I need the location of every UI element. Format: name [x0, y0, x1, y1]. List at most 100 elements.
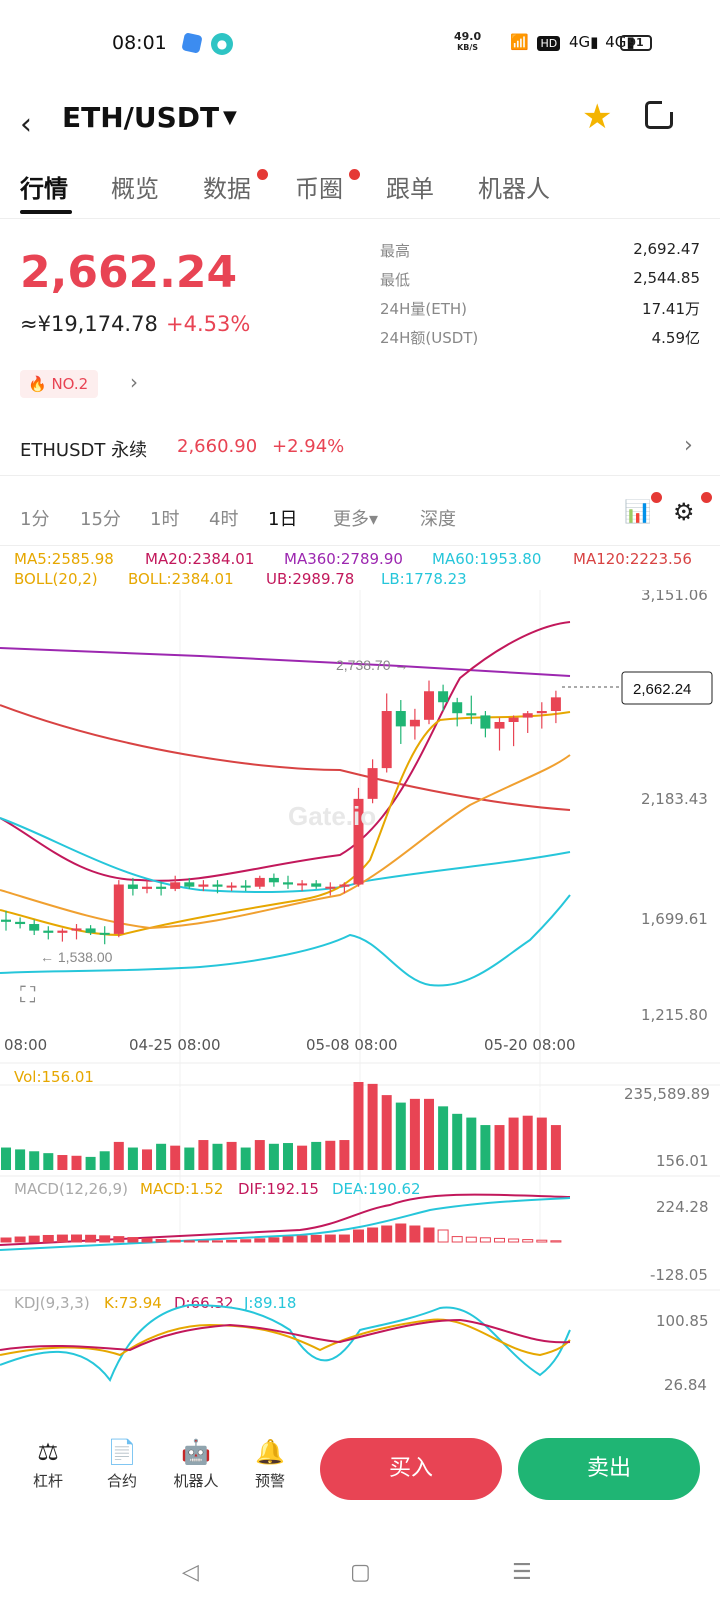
macd-bar [212, 1240, 223, 1243]
fullscreen-icon: ⛶ [20, 983, 36, 1008]
contract-button[interactable]: 📄 合约 [92, 1438, 152, 1491]
volume-bar [395, 1102, 406, 1170]
candle-body [325, 886, 336, 889]
macd-bar [367, 1227, 379, 1243]
macd-bar [310, 1234, 322, 1243]
macd-bar [324, 1234, 336, 1243]
leverage-button[interactable]: ⚖ 杠杆 [18, 1438, 78, 1491]
settings-icon[interactable]: ⚙ [673, 498, 695, 526]
watermark: Gate.io [288, 801, 376, 831]
cny-price: ≈¥19,174.78 [20, 312, 158, 336]
kline-chart[interactable]: 2,738.70 → ← 1,538.00 2,662.24 Gate.io ⛶… [0, 590, 720, 1440]
timeframe-1d[interactable]: 1日 [268, 509, 298, 530]
date-axis-label: 05-08 08:00 [306, 1036, 398, 1054]
volume-bar [226, 1141, 237, 1170]
back-icon[interactable]: ‹ [20, 107, 32, 142]
candle-body [254, 877, 265, 887]
tab-copytrade[interactable]: 跟单 [386, 175, 434, 203]
kdj-label: KDJ(9,3,3) [14, 1294, 90, 1312]
macd-bar [437, 1229, 449, 1243]
chevron-right-icon[interactable]: › [684, 433, 693, 458]
nav-recents-icon[interactable]: ☰ [512, 1560, 532, 1585]
main-tabs: 行情 概览 数据 币圈 跟单 机器人 [0, 165, 720, 217]
macd-bar [42, 1234, 54, 1243]
ma20-label: MA20:2384.01 [145, 550, 255, 568]
indicator-chart-icon[interactable]: 📊 [624, 500, 652, 525]
macd-bar [522, 1239, 534, 1243]
price-axis-label: 2,183.43 [641, 790, 708, 808]
volume-bar [254, 1140, 265, 1170]
volume-bar [71, 1155, 82, 1170]
timeframe-15m[interactable]: 15分 [80, 509, 121, 530]
volume-bar [339, 1140, 350, 1170]
volume-bar [198, 1140, 209, 1170]
candle-body [1, 919, 11, 922]
top-bar: ‹ ETH/USDT ▼ ★ [0, 95, 720, 155]
tab-overview[interactable]: 概览 [111, 175, 159, 203]
perpetual-name[interactable]: ETHUSDT 永续 [20, 440, 148, 461]
dropdown-caret-icon[interactable]: ▼ [223, 107, 237, 128]
candle-body [409, 719, 420, 727]
macd-bar [268, 1237, 280, 1243]
tab-circle[interactable]: 币圈 [295, 175, 343, 203]
ma120-line [0, 704, 571, 811]
macd-bar [465, 1236, 477, 1243]
dif-value: DIF:192.15 [238, 1180, 319, 1198]
price-change: +4.53% [166, 312, 251, 336]
timeframe-depth[interactable]: 深度 [420, 509, 456, 530]
sell-button[interactable]: 卖出 [518, 1438, 700, 1500]
rank-badge[interactable]: 🔥 NO.2 [20, 370, 98, 398]
k-value: K:73.94 [104, 1294, 162, 1312]
timeframe-1h[interactable]: 1时 [150, 509, 180, 530]
candle-body [43, 930, 54, 933]
tab-data[interactable]: 数据 [203, 175, 251, 203]
volume-bar [268, 1143, 279, 1170]
macd-bar [197, 1240, 209, 1243]
nav-back-icon[interactable]: ◁ [182, 1560, 199, 1585]
tab-market[interactable]: 行情 [20, 175, 68, 203]
current-price-value: 2,662.24 [633, 681, 691, 698]
volume-bar [409, 1098, 420, 1170]
candle-body [452, 702, 463, 714]
candle-body [15, 921, 26, 925]
volume-bar [311, 1141, 322, 1170]
kdj-max: 100.85 [656, 1312, 709, 1330]
macd-bar [113, 1236, 125, 1243]
candle-body [550, 697, 561, 712]
dea-value: DEA:190.62 [332, 1180, 421, 1198]
macd-bar [141, 1238, 153, 1243]
timeframe-4h[interactable]: 4时 [209, 509, 239, 530]
boll-ub: UB:2989.78 [266, 570, 355, 588]
share-icon[interactable] [645, 98, 676, 129]
candle-body [170, 882, 181, 889]
nav-home-icon[interactable]: ▢ [350, 1560, 371, 1585]
timeframe-more[interactable]: 更多▾ [333, 509, 379, 530]
macd-bar [0, 1237, 12, 1243]
divider [0, 475, 720, 476]
robot-button[interactable]: 🤖 机器人 [166, 1438, 226, 1491]
buy-button[interactable]: 买入 [320, 1438, 502, 1500]
candle-body [184, 882, 195, 887]
volume-bar [184, 1147, 195, 1170]
dea-line [0, 1197, 571, 1251]
current-price-tag [621, 671, 713, 705]
star-icon[interactable]: ★ [582, 97, 613, 137]
volume-bar [367, 1083, 378, 1170]
volume-bar [353, 1082, 364, 1170]
volume-bar [212, 1143, 223, 1170]
timeframe-1m[interactable]: 1分 [20, 509, 50, 530]
alert-button[interactable]: 🔔 预警 [240, 1438, 300, 1491]
k-line [0, 1318, 571, 1357]
candle-body [142, 886, 152, 889]
pair-title[interactable]: ETH/USDT [62, 101, 220, 134]
tab-robot[interactable]: 机器人 [478, 175, 550, 203]
candle-body [508, 717, 519, 722]
signal-icons: 📶 HD 4G▮ 4G▮ [510, 33, 635, 51]
macd-bar [85, 1234, 97, 1243]
chevron-right-icon[interactable]: › [130, 370, 138, 394]
stat-value: 2,544.85 [633, 269, 700, 287]
candle-body [367, 768, 378, 799]
volume-bar [113, 1141, 124, 1170]
candle-body [480, 715, 491, 729]
candle-body [353, 798, 364, 885]
